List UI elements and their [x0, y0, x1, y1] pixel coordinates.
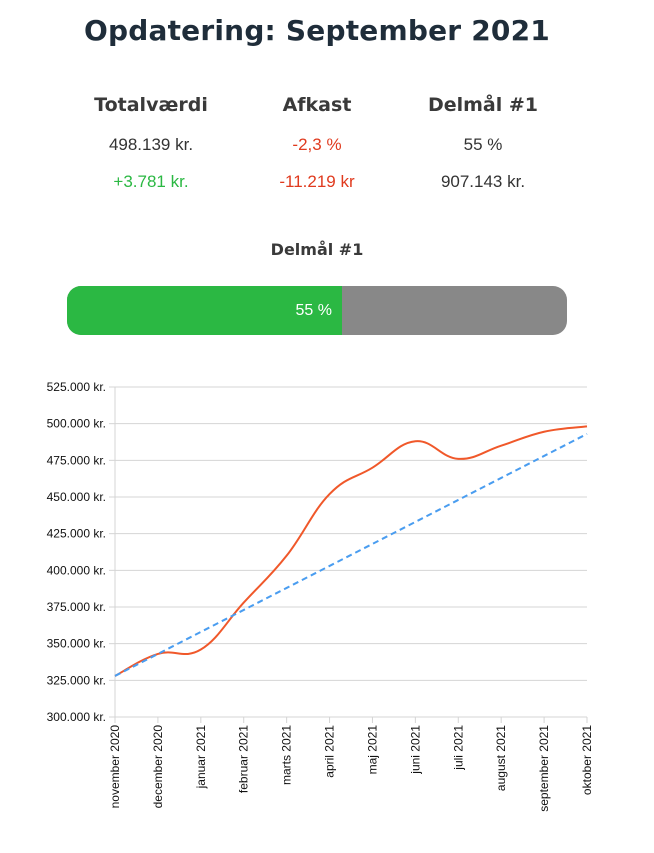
- stat-heading: Totalværdi: [94, 94, 208, 116]
- stat-change: 907.143 kr.: [440, 172, 526, 191]
- x-tick-label: november 2020: [108, 725, 122, 809]
- x-tick-label: december 2020: [151, 725, 165, 809]
- y-tick-label: 450.000 kr.: [47, 490, 106, 504]
- goal-progress-label: 55 %: [295, 302, 332, 319]
- progress-title: Delmål #1: [270, 240, 364, 259]
- x-tick-label: juli 2021: [451, 725, 465, 771]
- x-tick-label: marts 2021: [280, 725, 294, 785]
- y-tick-label: 300.000 kr.: [47, 710, 106, 724]
- y-tick-label: 500.000 kr.: [47, 417, 106, 431]
- page-title: Opdatering: September 2021: [84, 14, 550, 47]
- x-tick-label: februar 2021: [237, 725, 251, 793]
- x-tick-label: juni 2021: [408, 725, 422, 775]
- y-tick-label: 525.000 kr.: [47, 380, 106, 394]
- target-trend-line: [114, 433, 588, 677]
- stat-change: +3.781 kr.: [113, 172, 189, 191]
- stat-goal: Delmål #1 55 % 907.143 kr.: [383, 90, 583, 192]
- stat-total-value: Totalværdi 498.139 kr. +3.781 kr.: [51, 90, 251, 192]
- stat-return: Afkast -2,3 % -11.219 kr: [217, 90, 417, 192]
- portfolio-value-line: [114, 425, 588, 677]
- y-tick-label: 375.000 kr.: [47, 600, 106, 614]
- x-tick-label: januar 2021: [194, 725, 208, 790]
- y-tick-label: 400.000 kr.: [47, 563, 106, 577]
- x-tick-label: april 2021: [323, 725, 337, 778]
- x-tick-label: september 2021: [537, 725, 551, 812]
- stat-value: -2,3 %: [292, 135, 342, 154]
- y-tick-label: 325.000 kr.: [47, 673, 106, 687]
- y-tick-label: 350.000 kr.: [47, 637, 106, 651]
- y-tick-label: 425.000 kr.: [47, 527, 106, 541]
- goal-progress-fill: 55 %: [67, 286, 342, 335]
- stat-heading: Afkast: [282, 94, 352, 116]
- x-tick-label: oktober 2021: [580, 725, 594, 795]
- stat-heading: Delmål #1: [427, 94, 539, 116]
- stat-change: -11.219 kr: [279, 172, 355, 191]
- goal-progress-bar: 55 %: [67, 286, 567, 335]
- x-tick-label: august 2021: [494, 725, 508, 791]
- stat-value: 498.139 kr.: [108, 135, 194, 154]
- portfolio-line-chart: 525.000 kr. 500.000 kr. 475.000 kr. 450.000…: [47, 380, 594, 812]
- x-tick-label: maj 2021: [365, 725, 379, 775]
- y-tick-label: 475.000 kr.: [47, 453, 106, 467]
- stat-value: 55 %: [463, 135, 503, 154]
